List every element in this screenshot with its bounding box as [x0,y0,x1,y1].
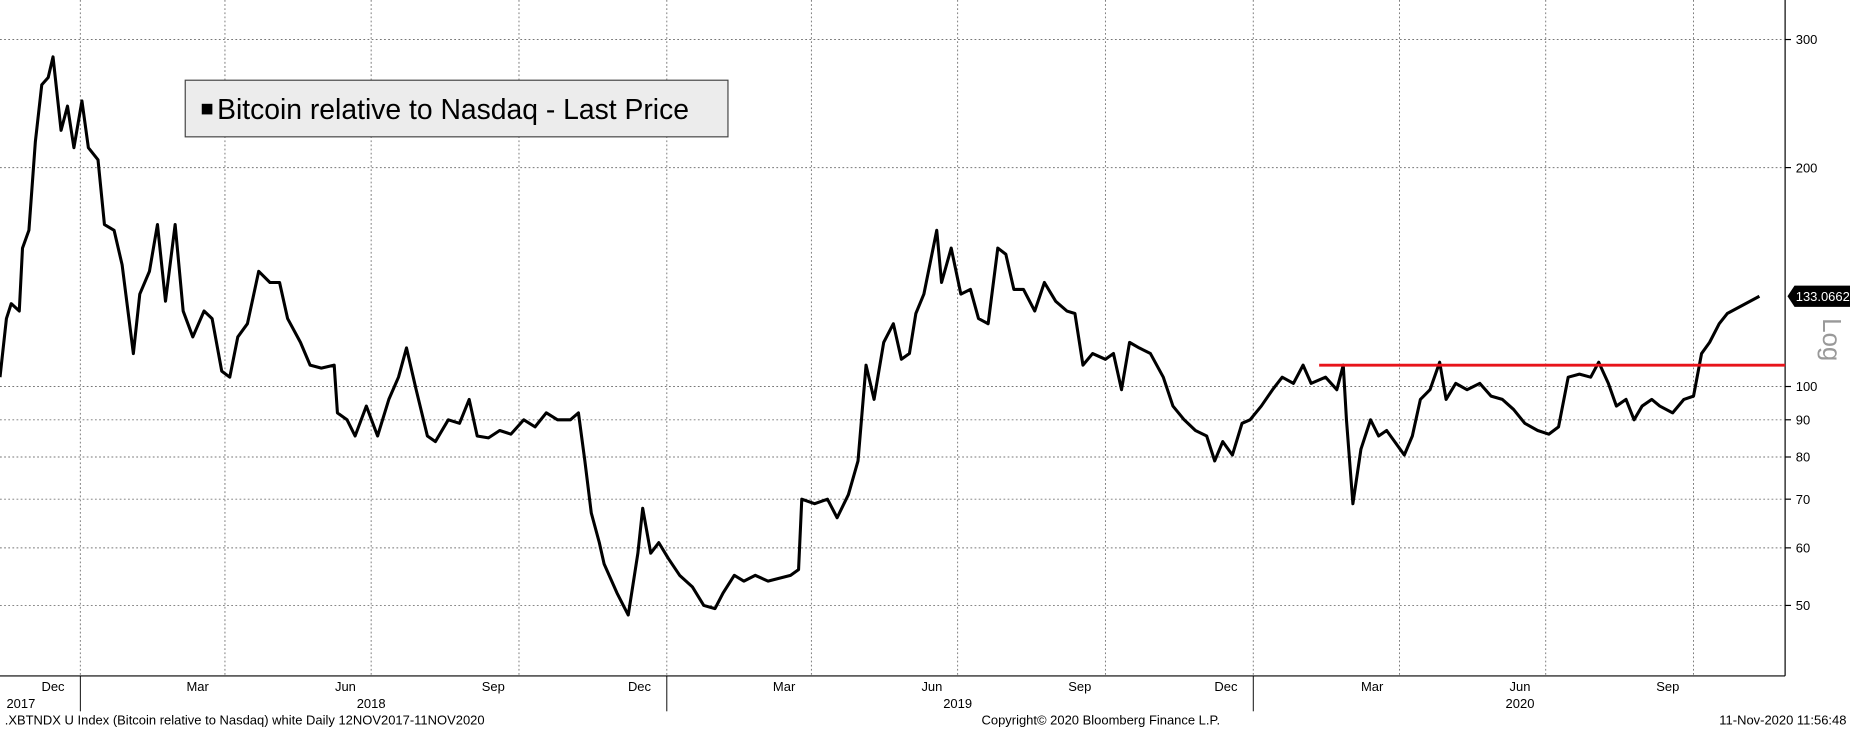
x-tick-label: Sep [1068,679,1091,694]
year-label: 2020 [1506,696,1535,711]
x-tick-label: Sep [1656,679,1679,694]
price-line [0,55,1761,617]
x-tick-label: Dec [41,679,65,694]
x-tick-label: Dec [1214,679,1238,694]
year-label: 2017 [6,696,35,711]
legend-label: Bitcoin relative to Nasdaq - Last Price [217,93,689,125]
footer-center: Copyright© 2020 Bloomberg Finance L.P. [981,712,1220,727]
y-tick-label: 300 [1796,32,1818,47]
y-tick-label: 60 [1796,541,1810,556]
legend-box [184,79,729,138]
year-label: 2018 [357,696,386,711]
x-tick-label: Mar [186,679,209,694]
footer-left: .XBTNDX U Index (Bitcoin relative to Nas… [5,712,485,727]
y-scale-label: Log [1817,318,1845,361]
year-label: 2019 [943,696,972,711]
footer-right: 11-Nov-2020 11:56:48 [1719,712,1846,727]
y-tick-label: 80 [1796,450,1810,465]
x-tick-label: Jun [921,679,942,694]
x-tick-label: Jun [335,679,356,694]
x-tick-label: Mar [1361,679,1384,694]
y-tick-label: 90 [1796,413,1810,428]
y-tick-label: 70 [1796,492,1810,507]
y-tick-label: 200 [1796,160,1818,175]
x-tick-label: Dec [628,679,652,694]
legend-marker [201,103,213,115]
x-tick-label: Sep [482,679,505,694]
y-tick-label: 50 [1796,598,1810,613]
x-tick-label: Jun [1510,679,1531,694]
last-price-tag [1787,285,1850,307]
last-price-label: 133.0662 [1796,289,1850,304]
plot: 133.0662 [0,55,1850,617]
y-tick-label: 100 [1796,379,1818,394]
x-tick-label: Mar [773,679,796,694]
